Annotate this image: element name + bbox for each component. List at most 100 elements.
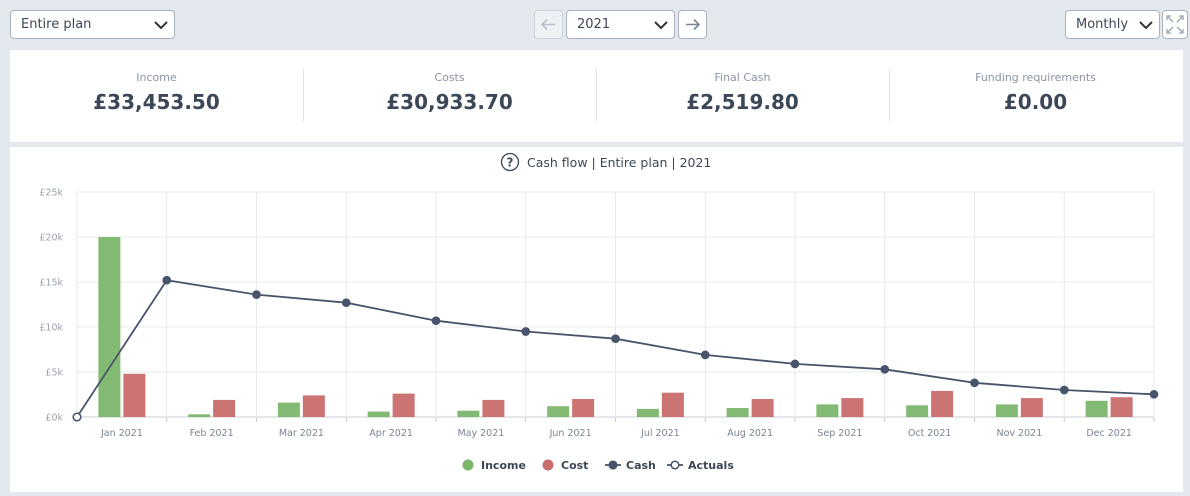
bar (906, 405, 929, 417)
bar (751, 399, 774, 417)
bar (123, 373, 146, 417)
bar (392, 393, 415, 417)
line-point (162, 275, 172, 285)
legend-label: Cash (626, 459, 656, 472)
x-tick-label: May 2021 (457, 428, 504, 439)
summary-item: Funding requirements £0.00 (889, 50, 1182, 142)
summary-value: £2,519.80 (686, 90, 799, 114)
bar (816, 404, 839, 417)
plan-select[interactable]: Entire plan (10, 10, 175, 39)
line-point (970, 378, 979, 388)
line-point (880, 364, 890, 374)
arrow-right (686, 18, 701, 31)
divider (889, 69, 890, 121)
arrow-left (540, 18, 555, 31)
view-select-text: Monthly (1076, 17, 1129, 32)
chart: ? Cash flow | Entire plan | 2021 £0k £5k £10… (39, 152, 1159, 472)
bar (188, 414, 211, 417)
x-tick-label: Mar 2021 (279, 428, 324, 439)
bar (457, 410, 480, 417)
line-point (611, 334, 620, 344)
summary-item: Costs £30,933.70 (303, 50, 596, 142)
year-select-text: 2021 (577, 17, 611, 32)
line-point (252, 290, 261, 299)
y-tick-label: £5k (45, 368, 63, 379)
line-point (521, 327, 531, 336)
bar (482, 399, 505, 417)
view-select[interactable]: Monthly (1065, 10, 1160, 39)
summary-value: £30,933.70 (386, 90, 513, 114)
summary-item: Final Cash £2,519.80 (596, 50, 889, 142)
legend-label: Income (481, 459, 526, 472)
bar (302, 395, 325, 417)
legend-marker (608, 460, 618, 470)
bar (1110, 397, 1133, 417)
chevron (1139, 21, 1153, 30)
bar (547, 406, 570, 417)
line-point (431, 316, 441, 326)
x-tick-label: Feb 2021 (190, 428, 234, 439)
actual-point (72, 412, 82, 422)
legend-marker (670, 460, 680, 470)
line-point (341, 298, 351, 308)
y-tick-label: £15k (39, 278, 63, 289)
legend-label: Actuals (688, 459, 734, 472)
x-tick-label: Dec 2021 (1086, 428, 1132, 439)
next-year[interactable] (678, 10, 707, 39)
fullscreen-button[interactable] (1162, 10, 1188, 39)
x-tick-label: Jan 2021 (100, 428, 143, 439)
summary-value: £33,453.50 (93, 90, 220, 114)
x-tick-label: Nov 2021 (997, 428, 1043, 439)
y-tick-label: £20k (39, 233, 63, 244)
chart-title: Cash flow | Entire plan | 2021 (527, 155, 711, 170)
y-tick-label: £0k (45, 413, 63, 424)
help-icon: ? (507, 156, 514, 170)
summary-label: Income (136, 71, 177, 84)
line-point (1059, 385, 1069, 395)
line-point (790, 359, 800, 369)
line-point (1149, 389, 1159, 399)
plan-select-text: Entire plan (21, 17, 92, 32)
bar (1085, 400, 1108, 417)
x-tick-label: Jun 2021 (549, 428, 592, 439)
legend-marker (462, 459, 474, 471)
summary-item: Income £33,453.50 (10, 50, 303, 142)
summary-label: Final Cash (714, 71, 771, 84)
summary-panel: Income £33,453.50 Costs £30,933.70 Final Cas… (10, 50, 1183, 142)
prev-year[interactable] (534, 10, 563, 39)
x-tick-label: Oct 2021 (908, 428, 952, 439)
bar (661, 392, 684, 417)
x-tick-label: Aug 2021 (727, 428, 773, 439)
bar (931, 390, 954, 417)
line-point (700, 350, 710, 360)
bar (636, 408, 659, 417)
y-tick-label: £10k (39, 323, 63, 334)
help-icon-circle (500, 152, 520, 172)
bar (277, 402, 300, 417)
summary-value: £0.00 (1003, 90, 1068, 114)
year-select[interactable]: 2021 (566, 10, 675, 39)
x-tick-label: Jul 2021 (640, 428, 680, 439)
bar (572, 399, 595, 417)
divider (303, 69, 304, 121)
chevron (154, 21, 168, 30)
x-tick-label: Apr 2021 (369, 428, 413, 439)
bar (367, 411, 390, 417)
bar (1020, 398, 1043, 417)
summary-label: Costs (434, 71, 465, 84)
expand-icon (1166, 15, 1184, 34)
x-tick-label: Sep 2021 (817, 428, 862, 439)
bar (98, 237, 121, 417)
bar (213, 399, 236, 417)
y-tick-label: £25k (39, 188, 63, 199)
summary-label: Funding requirements (975, 71, 1096, 84)
chart-panel: ? Cash flow | Entire plan | 2021 £0k £5k £10… (10, 147, 1183, 492)
bar (995, 404, 1018, 417)
legend-label: Cost (561, 459, 588, 472)
legend-marker (542, 459, 554, 471)
bar (841, 398, 864, 417)
bar (726, 408, 749, 417)
divider (596, 69, 597, 121)
chevron (654, 21, 668, 30)
